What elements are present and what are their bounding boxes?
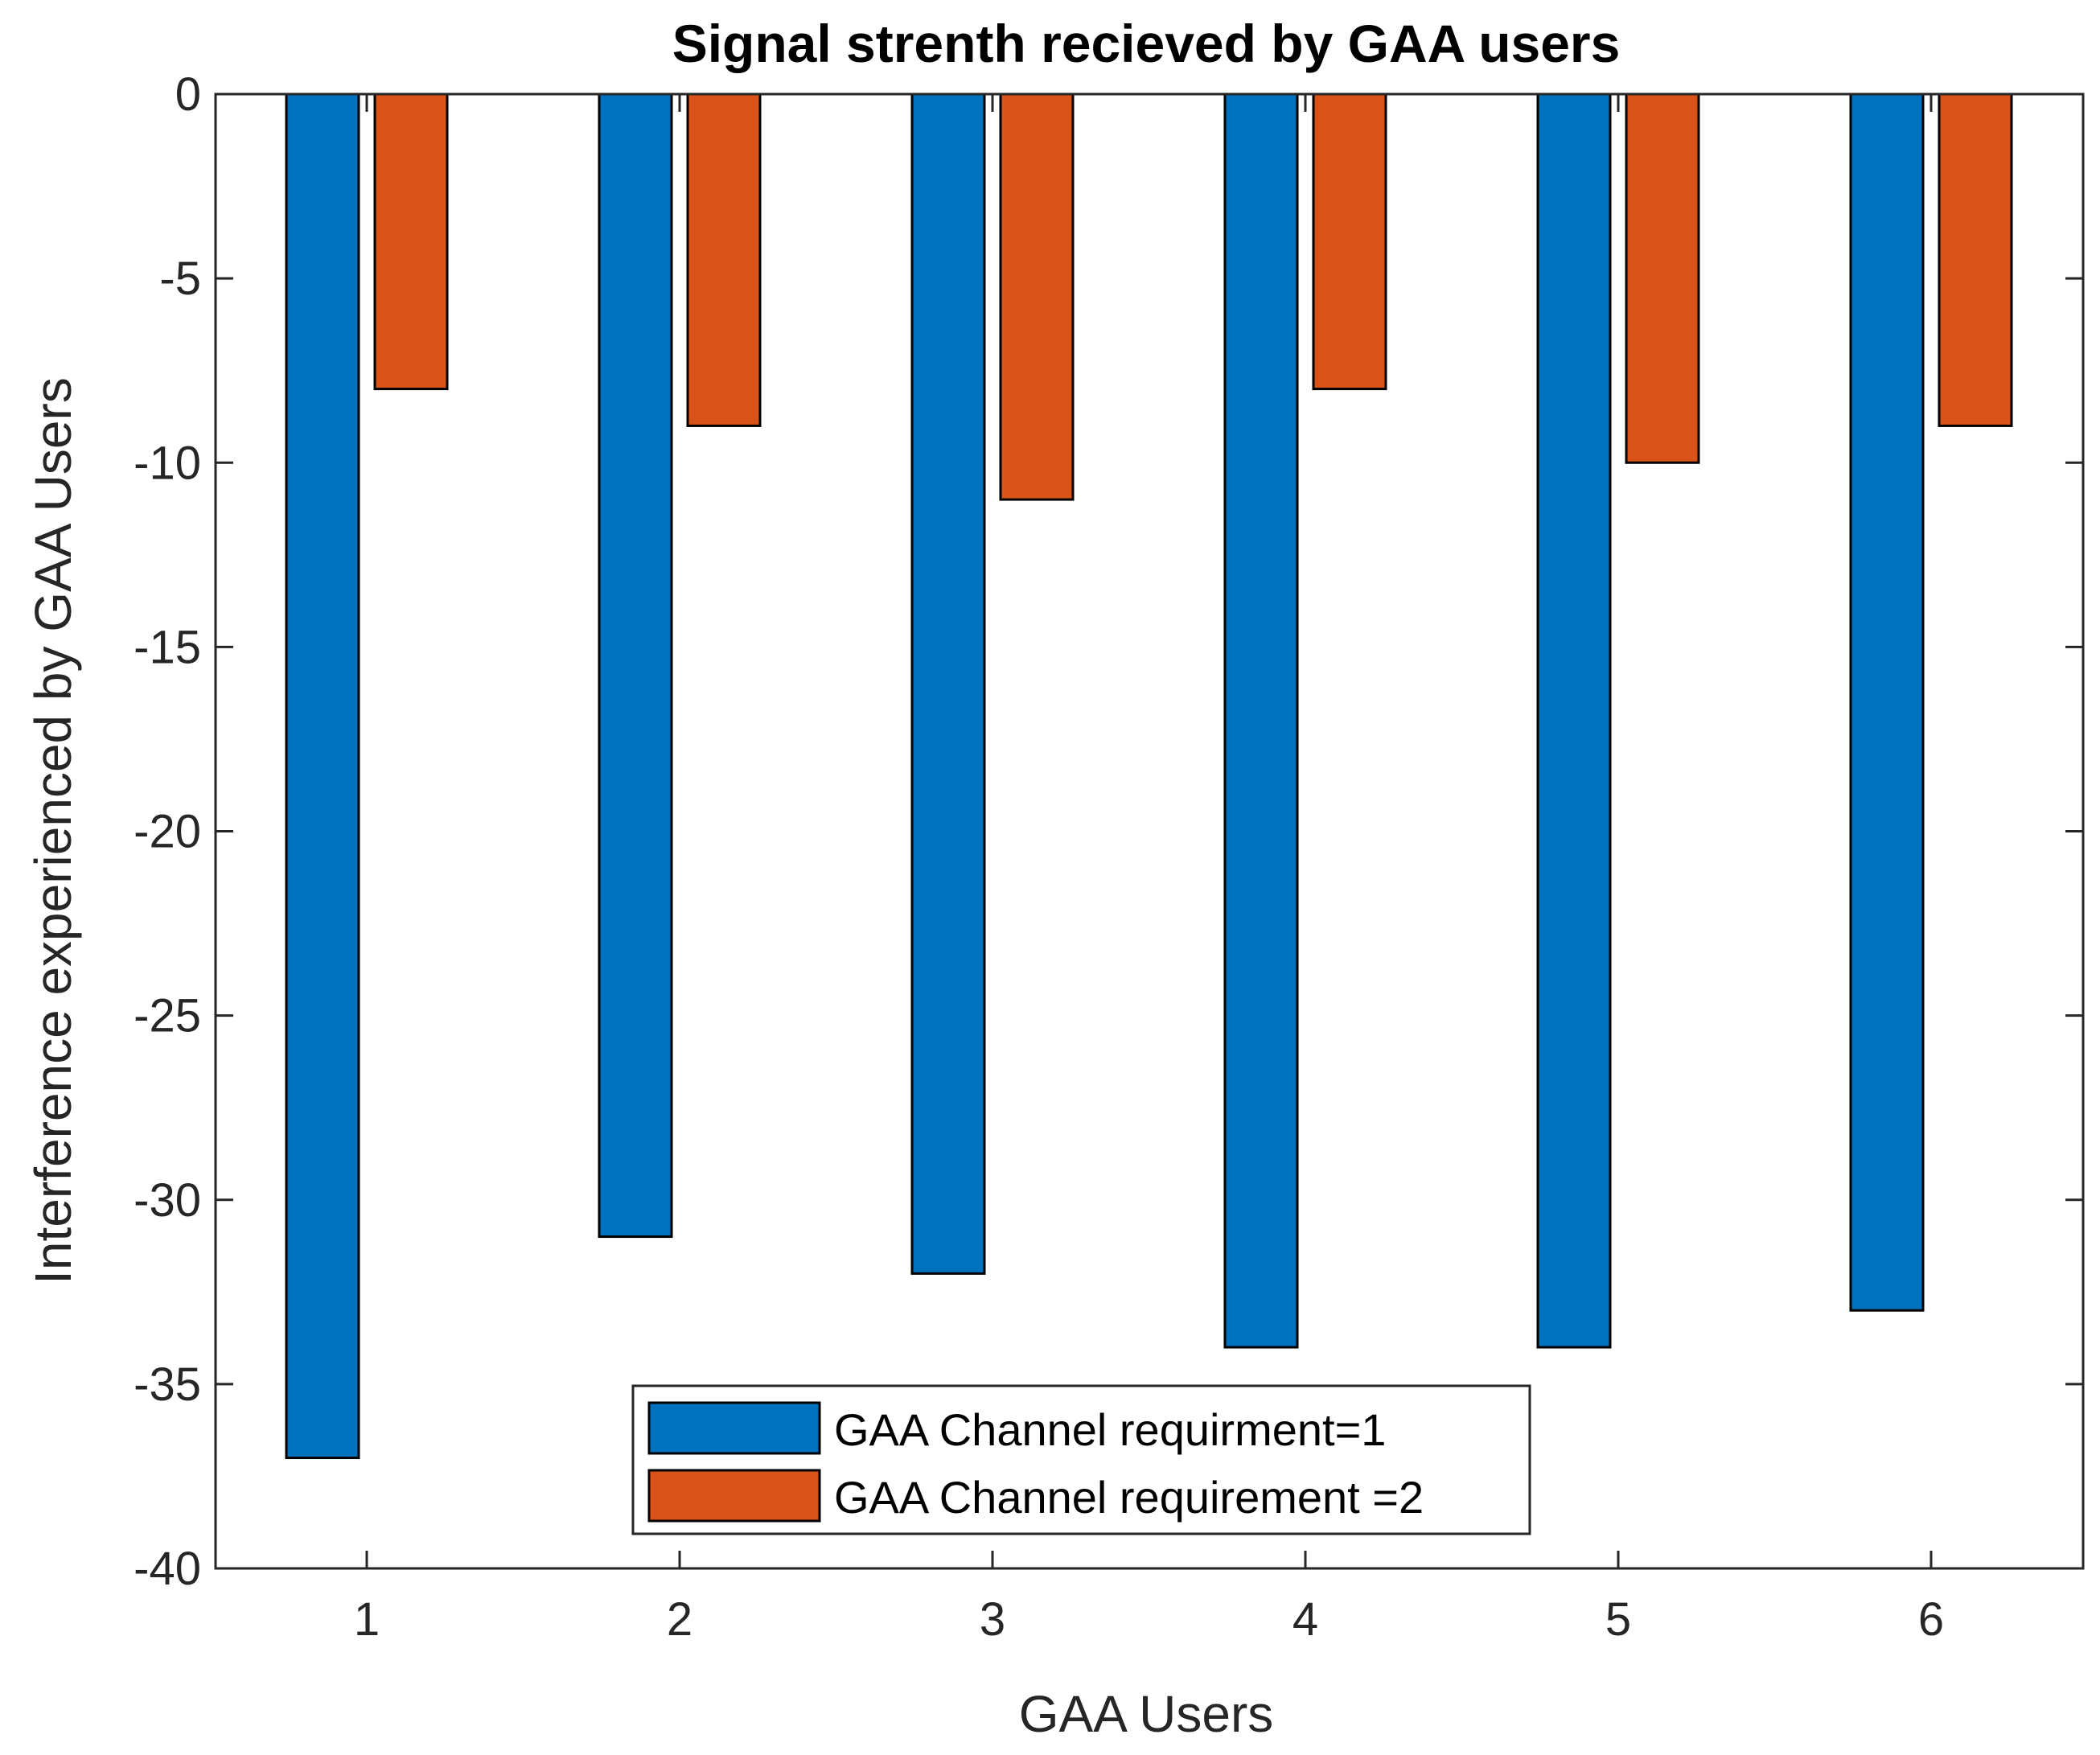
x-tick-label: 1 [354,1593,380,1646]
bar-series-1-user-4 [1223,92,1299,1349]
x-tick-label: 4 [1292,1593,1318,1646]
y-tick-label: -5 [159,253,201,305]
y-tick-label: -30 [134,1174,201,1227]
bar-series-1-user-1 [285,92,360,1460]
y-tick-label: -10 [134,437,201,489]
y-tick-label: -25 [134,990,201,1042]
bar-series-2-user-5 [1625,92,1700,464]
axes-frame [214,92,2085,1570]
bar-series-1-user-5 [1536,92,1612,1349]
y-tick-label: -35 [134,1358,201,1411]
legend-swatch-series-2 [647,1469,821,1523]
ticks-layer: 0 -5 -10 -15 -20 -25 -30 -35 -40 1 2 3 4 5 6 [134,68,2083,1646]
x-axis-label: GAA Users [1019,1685,1274,1743]
y-tick-label: -15 [134,621,201,673]
bar-series-2-user-6 [1938,92,2013,427]
legend-swatch-series-1 [647,1401,821,1455]
bar-series-2-user-4 [1312,92,1387,391]
legend-label-series-2: GAA Channel requirement =2 [834,1472,1424,1523]
plot-area [216,94,2083,1568]
x-tick-label: 3 [980,1593,1005,1646]
bar-series-1-user-3 [910,92,986,1275]
bar-series-1-user-2 [598,92,673,1239]
bars-layer [285,92,2013,1460]
chart-title: Signal strenth recieved by GAA users [672,14,1621,73]
x-tick-label: 5 [1605,1593,1631,1646]
bar-series-1-user-6 [1849,92,1925,1312]
y-tick-label: -20 [134,806,201,858]
y-axis-label: Interference experienced by GAA Users [24,377,82,1284]
y-tick-label: -40 [134,1543,201,1595]
bar-series-2-user-3 [999,92,1075,501]
y-tick-label: 0 [175,68,201,121]
x-tick-label: 2 [667,1593,692,1646]
legend: GAA Channel requirment=1 GAA Channel req… [631,1384,1531,1535]
x-tick-label: 6 [1918,1593,1944,1646]
bar-series-2-user-1 [373,92,449,391]
legend-label-series-1: GAA Channel requirment=1 [834,1404,1386,1455]
bar-series-2-user-2 [686,92,762,427]
